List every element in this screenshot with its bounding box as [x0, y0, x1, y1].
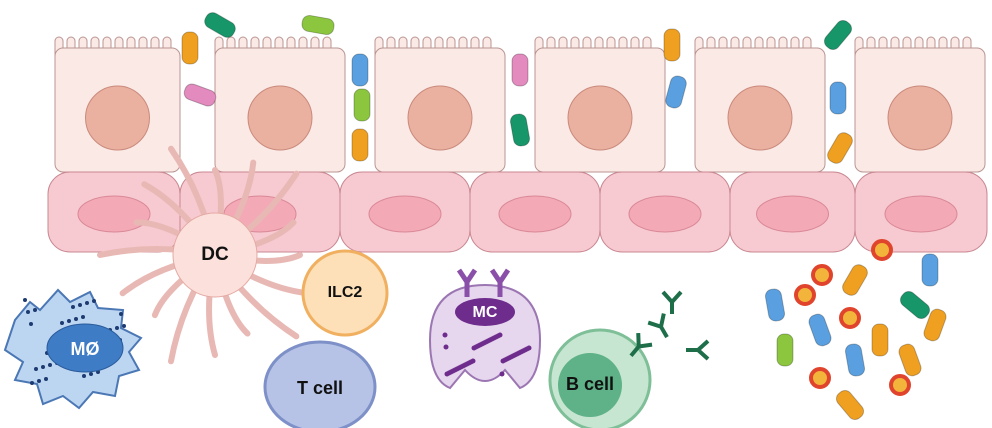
- antibody: [647, 313, 669, 339]
- basal-nucleus: [498, 195, 572, 233]
- basal-nucleus: [77, 195, 151, 233]
- cell-label: MC: [473, 304, 498, 321]
- nucleus: [247, 85, 313, 151]
- protein-fragment: [301, 14, 335, 36]
- granule: [48, 363, 52, 367]
- nucleus: [887, 85, 953, 151]
- protein-fragment: [764, 288, 786, 322]
- protein-fragment: [835, 389, 865, 421]
- basal-nucleus: [368, 195, 442, 233]
- protein-fragment: [921, 253, 939, 287]
- b-cell-inner: [558, 353, 622, 417]
- granule: [442, 332, 448, 338]
- protein-fragment: [823, 19, 853, 51]
- granule: [497, 332, 503, 338]
- granule: [26, 310, 30, 314]
- protein-fragment: [509, 113, 531, 147]
- protein-fragment: [776, 333, 794, 367]
- granule: [122, 324, 126, 328]
- mc-nucleus: [455, 298, 515, 326]
- granule: [34, 367, 38, 371]
- cell-label: T cell: [297, 378, 343, 398]
- protein-fragment: [899, 290, 931, 320]
- cell-label: DC: [201, 244, 229, 265]
- granule: [44, 377, 48, 381]
- allergen-dot: [794, 284, 816, 306]
- nucleus: [85, 85, 150, 151]
- granule: [33, 308, 37, 312]
- protein-fragment: [351, 53, 369, 87]
- t-cell: [263, 340, 377, 428]
- nucleus: [407, 85, 473, 151]
- protein-fragment: [204, 12, 236, 38]
- antibody: [661, 290, 683, 314]
- antibody: [686, 339, 710, 361]
- allergen-dot: [839, 307, 861, 329]
- granule: [499, 371, 505, 377]
- protein-fragment: [842, 264, 868, 296]
- protein-fragment: [871, 323, 889, 357]
- granule: [89, 372, 93, 376]
- basal-nucleus: [884, 195, 958, 233]
- protein-fragment: [511, 53, 529, 87]
- protein-fragment: [181, 31, 199, 65]
- granule: [85, 301, 89, 305]
- granule: [74, 317, 78, 321]
- granule: [81, 315, 85, 319]
- granule: [67, 319, 71, 323]
- ilc2-cell: [301, 249, 389, 337]
- protein-fragment: [829, 81, 847, 115]
- nucleus: [727, 85, 793, 151]
- protein-fragment: [808, 313, 832, 347]
- protein-fragment: [844, 343, 866, 377]
- granule: [526, 345, 532, 351]
- basal-nucleus: [628, 195, 702, 233]
- protein-fragment: [665, 75, 687, 109]
- illustration: [3, 12, 988, 428]
- protein-fragment: [898, 343, 922, 377]
- allergen-dot: [889, 374, 911, 396]
- ige-receptor: [456, 268, 478, 297]
- antibody: [629, 333, 653, 358]
- granule: [23, 298, 27, 302]
- granule: [115, 326, 119, 330]
- granule: [41, 365, 45, 369]
- ige-receptor: [489, 268, 511, 297]
- granule: [119, 312, 123, 316]
- allergen-dot: [811, 264, 833, 286]
- protein-fragment: [827, 132, 853, 164]
- allergen-dot: [871, 239, 893, 261]
- nucleus: [567, 85, 633, 151]
- cell-label: ILC2: [328, 284, 363, 301]
- granule: [82, 374, 86, 378]
- granule: [29, 322, 33, 326]
- protein-fragment: [923, 308, 947, 342]
- dc-cell: [172, 212, 258, 298]
- granule: [37, 379, 41, 383]
- macrophage-nucleus: [46, 323, 124, 373]
- protein-fragment: [353, 88, 371, 122]
- protein-fragment: [351, 128, 369, 162]
- allergen-dot: [809, 367, 831, 389]
- basal-nucleus: [756, 195, 829, 233]
- protein-fragment: [183, 83, 217, 107]
- granule: [71, 305, 75, 309]
- granule: [60, 321, 64, 325]
- granule: [78, 303, 82, 307]
- protein-fragment: [663, 28, 681, 62]
- cell-label: B cell: [566, 374, 614, 394]
- cell-label: MØ: [71, 339, 100, 359]
- granule: [443, 344, 449, 350]
- granule: [470, 358, 476, 364]
- granule: [92, 299, 96, 303]
- granule: [30, 381, 34, 385]
